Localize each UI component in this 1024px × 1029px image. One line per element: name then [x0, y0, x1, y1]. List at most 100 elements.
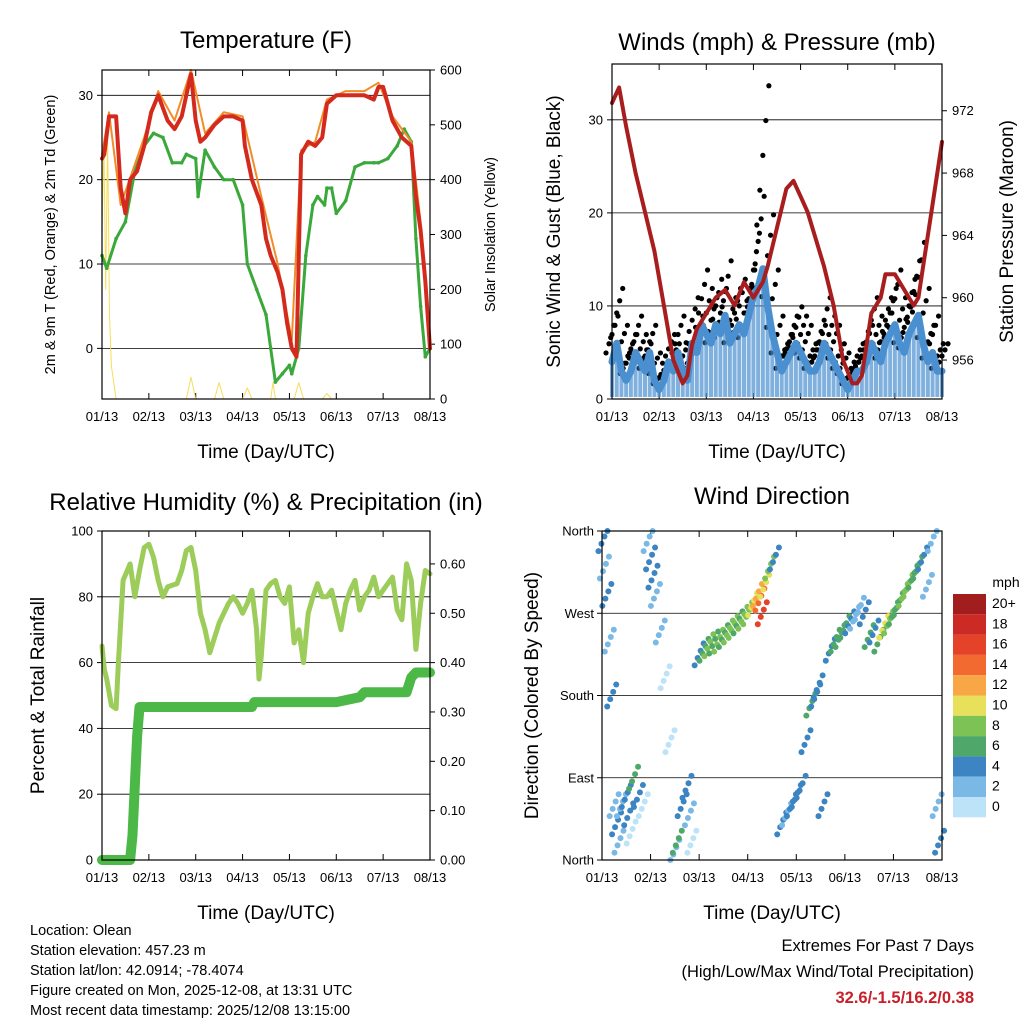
- direction-xtick-label: 08/13: [926, 870, 959, 885]
- gust-point: [632, 331, 639, 338]
- legend-label: 20+: [992, 595, 1016, 611]
- winds-plot-border: [611, 63, 943, 400]
- direction-point: [832, 644, 839, 651]
- wind-bar: [779, 371, 784, 397]
- direction-point: [643, 566, 650, 573]
- gust-point: [713, 303, 719, 309]
- gust-point: [763, 117, 769, 124]
- chart-winds: Winds (mph) & Pressure (mb) Time (Day/UTC…: [544, 29, 1018, 463]
- humidity-plot-border: [101, 530, 431, 861]
- temperature-ytick-label-right: 300: [440, 227, 462, 242]
- winds-ylabel-right: Station Pressure (Maroon): [997, 120, 1018, 343]
- direction-point: [798, 749, 805, 756]
- direction-point: [645, 584, 652, 591]
- direction-point: [669, 849, 676, 856]
- gust-point: [689, 317, 695, 323]
- direction-ytick-label: West: [565, 606, 595, 621]
- direction-point: [620, 827, 627, 834]
- dewpoint-point: [304, 253, 308, 258]
- direction-point: [685, 780, 692, 787]
- humidity-ytick-label: 40: [79, 721, 93, 736]
- wind-bar: [907, 333, 911, 397]
- winds-ytick-label-right: 972: [952, 103, 974, 118]
- gust-point: [704, 267, 711, 273]
- direction-xtick-label: 06/13: [829, 870, 862, 885]
- wind-bar: [628, 371, 633, 397]
- gust-point: [876, 340, 883, 346]
- dewpoint-point: [414, 236, 418, 241]
- wind-bar: [690, 343, 695, 397]
- figure-created: Figure created on Mon, 2025-12-08, at 13…: [30, 983, 353, 999]
- direction-point: [690, 835, 697, 842]
- direction-point: [607, 696, 614, 703]
- direction-point: [624, 814, 631, 821]
- gust-point: [710, 316, 716, 322]
- gust-point: [624, 322, 631, 328]
- direction-point: [779, 822, 786, 829]
- wind-bar: [826, 352, 831, 397]
- direction-point: [769, 559, 776, 566]
- gust-point: [752, 261, 758, 267]
- dewpoint-point: [196, 194, 200, 199]
- wind-bar: [685, 380, 690, 397]
- direction-point: [865, 599, 872, 606]
- humidity-xtick-label: 03/13: [179, 870, 212, 885]
- direction-point: [626, 833, 633, 840]
- direction-point: [678, 827, 685, 834]
- direction-point: [730, 630, 737, 637]
- winds-xtick-label: 08/13: [926, 409, 959, 424]
- gust-point: [757, 187, 763, 193]
- dewpoint-point: [376, 160, 381, 165]
- direction-point: [813, 687, 820, 694]
- gust-point: [650, 330, 656, 337]
- gust-point: [935, 313, 942, 319]
- direction-point: [661, 617, 668, 624]
- station-elevation: Station elevation: 457.23 m: [30, 943, 206, 959]
- gust-point: [628, 346, 634, 352]
- gust-point: [818, 328, 824, 335]
- wind-bar: [897, 343, 902, 397]
- legend-label: 0: [992, 798, 1000, 814]
- temperature-ytick-label: 30: [79, 88, 93, 103]
- temperature-ylabel-left: 2m & 9m T (Red, Orange) & 2m Td (Green): [43, 95, 59, 375]
- direction-point: [890, 612, 897, 619]
- humidity-title: Relative Humidity (%) & Precipitation (i…: [49, 489, 482, 516]
- dewpoint-point: [254, 287, 259, 292]
- dewpoint-point: [311, 203, 315, 207]
- direction-point: [772, 551, 779, 558]
- gust-point: [606, 341, 612, 347]
- gust-point: [626, 350, 633, 356]
- winds-xtick-label: 03/13: [690, 409, 723, 424]
- direction-point: [760, 586, 767, 593]
- dewpoint-point: [123, 220, 128, 224]
- dewpoint-point: [222, 177, 226, 182]
- dewpoint-point: [325, 186, 329, 190]
- direction-point: [679, 794, 686, 801]
- direction-point: [610, 626, 617, 633]
- direction-point: [654, 562, 661, 569]
- gust-point: [728, 258, 734, 264]
- direction-point: [860, 594, 867, 601]
- dewpoint-point: [203, 148, 207, 152]
- dewpoint-point: [395, 144, 400, 148]
- gust-point: [775, 267, 781, 273]
- wind-bar: [661, 380, 666, 397]
- direction-point: [687, 807, 694, 814]
- temperature-ytick-label-right: 200: [440, 282, 462, 297]
- dewpoint-point: [104, 266, 109, 271]
- dewpoint-point: [231, 177, 235, 182]
- direction-point: [802, 772, 809, 779]
- wind-bar: [699, 324, 704, 397]
- direction-point: [696, 657, 703, 664]
- gust-point: [719, 304, 725, 310]
- gust-point: [731, 310, 738, 316]
- wind-bar: [756, 287, 761, 397]
- station-latlon: Station lat/lon: 42.0914; -78.4074: [30, 963, 244, 979]
- direction-point: [621, 796, 628, 803]
- dewpoint-point: [179, 160, 184, 165]
- dewpoint-point: [334, 211, 339, 216]
- direction-point: [924, 548, 931, 555]
- gust-point: [909, 309, 916, 315]
- humidity-ytick-label: 100: [71, 524, 93, 539]
- direction-point: [935, 842, 942, 849]
